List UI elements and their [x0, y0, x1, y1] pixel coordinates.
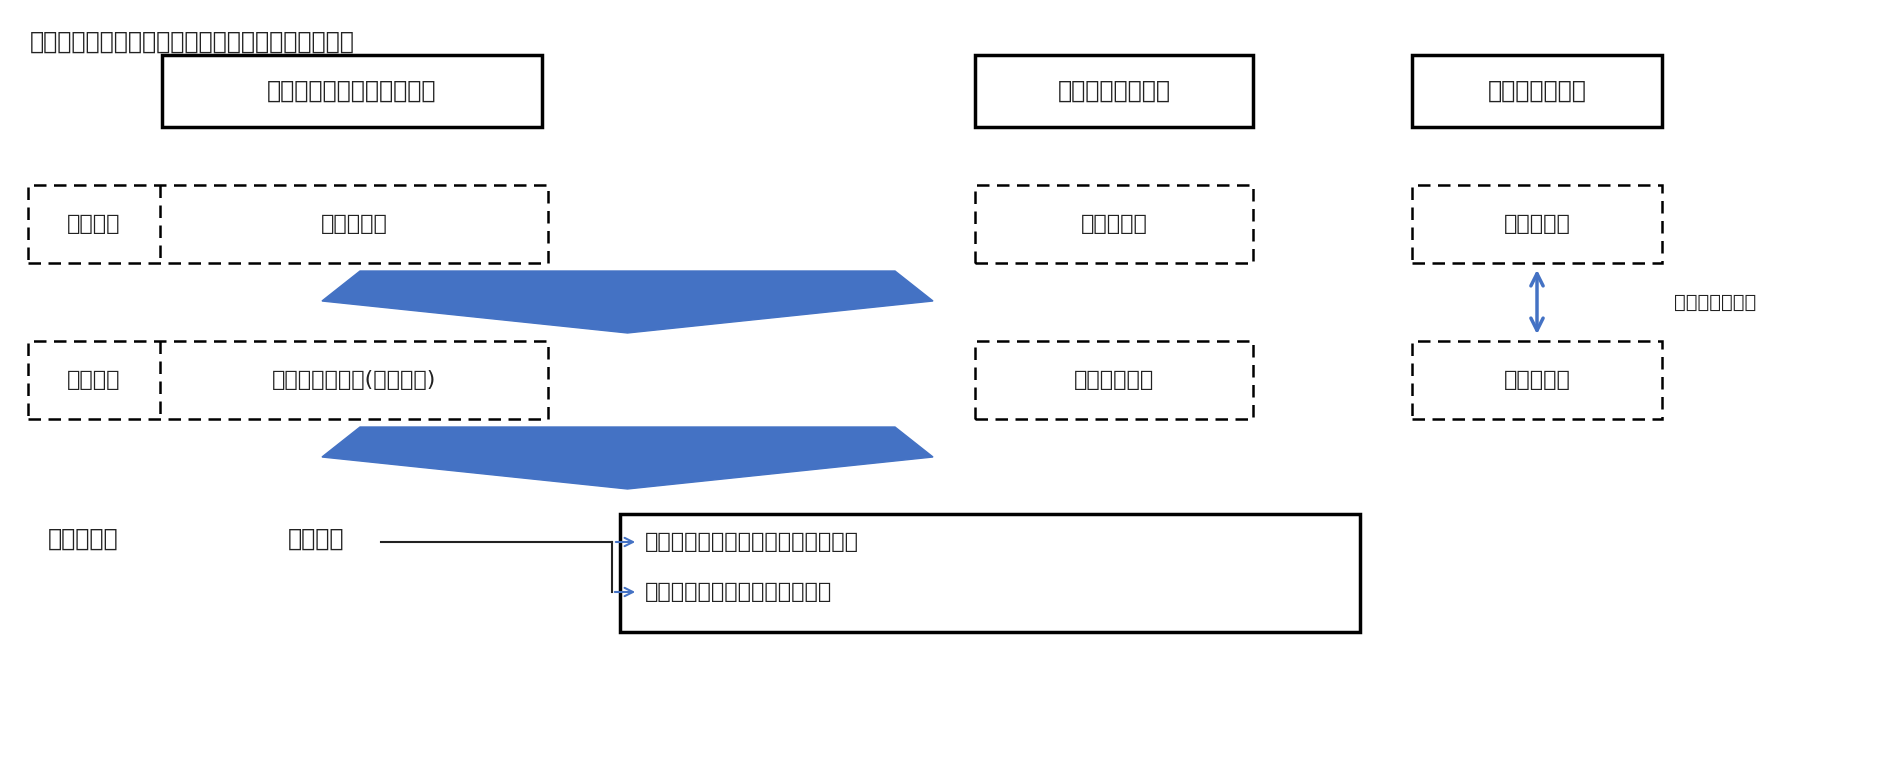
Bar [1412, 185, 1663, 263]
Text: 総会開催日: 総会開催日 [47, 527, 118, 551]
Text: 株主総会参考書類: 株主総会参考書類 [1057, 79, 1171, 103]
Text: ・総会に出席して議決権を行使: ・総会に出席して議決権を行使 [645, 582, 831, 602]
Text: ウェブ掲示: ウェブ掲示 [1080, 214, 1148, 234]
Text: 【図表３】招集通知等の電子提供措置と発送・交付: 【図表３】招集通知等の電子提供措置と発送・交付 [30, 30, 355, 54]
Text: 通知書面の発送(省略不可): 通知書面の発送(省略不可) [271, 370, 437, 390]
Text: 議決権行使書面: 議決権行使書面 [1488, 79, 1587, 103]
Text: ウェブ掲示: ウェブ掲示 [1503, 214, 1570, 234]
Bar [28, 341, 549, 419]
Text: ウェブ掲示: ウェブ掲示 [321, 214, 387, 234]
Text: どちらかを選択: どちらかを選択 [1674, 293, 1756, 312]
Bar [1412, 55, 1663, 127]
Polygon shape [323, 427, 934, 489]
Text: 招集通知（招集決定事項）: 招集通知（招集決定事項） [268, 79, 437, 103]
Bar [161, 55, 543, 127]
Bar [1412, 341, 1663, 419]
Bar [28, 185, 549, 263]
Text: ２週間前: ２週間前 [66, 370, 121, 390]
Text: 書面交付不要: 書面交付不要 [1074, 370, 1154, 390]
Text: ３週間前: ３週間前 [66, 214, 121, 234]
Polygon shape [323, 271, 934, 333]
Text: 書面で交付: 書面で交付 [1503, 370, 1570, 390]
Bar [976, 341, 1253, 419]
Bar [621, 514, 1361, 632]
Text: ・書面（ウェブ）による議決権行使: ・書面（ウェブ）による議決権行使 [645, 532, 860, 552]
Bar [976, 185, 1253, 263]
Bar [976, 55, 1253, 127]
Text: いずれか: いずれか [288, 527, 345, 551]
